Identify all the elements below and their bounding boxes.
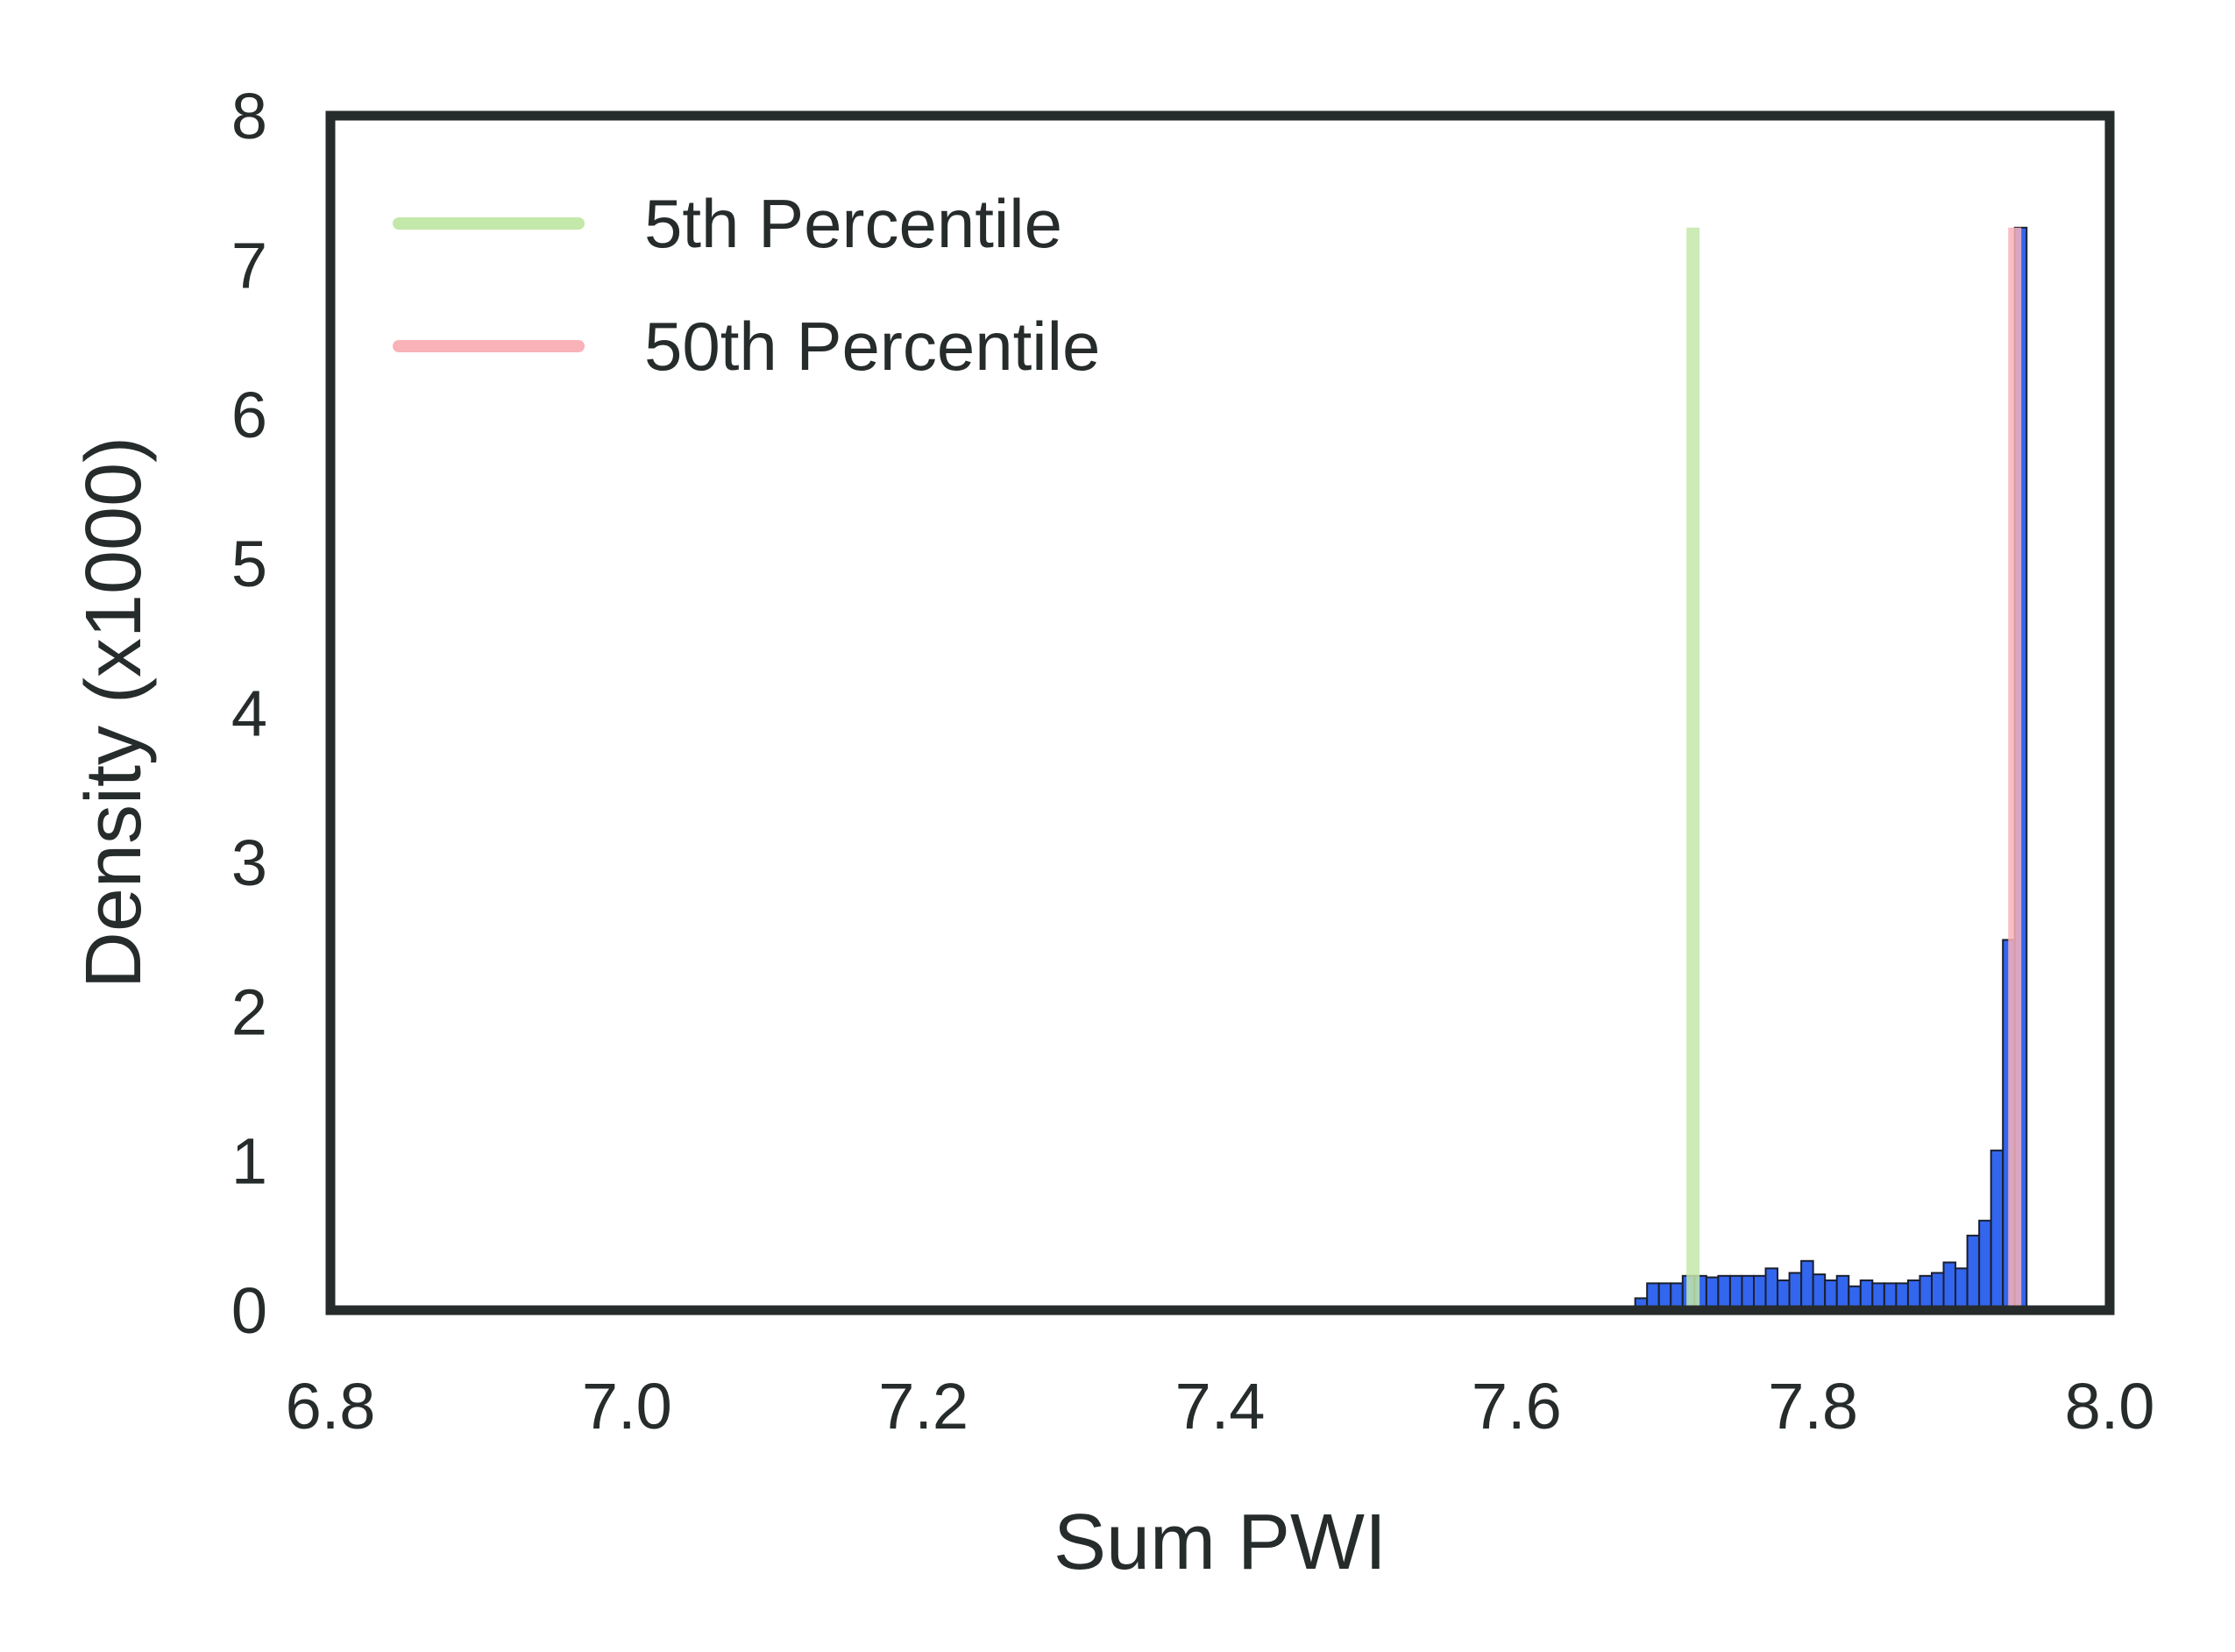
histogram-bar-17: [1835, 1274, 1850, 1311]
x-tick-label-0: 6.8: [286, 1370, 376, 1443]
legend: 5th Percentile 50th Percentile: [393, 185, 1100, 385]
y-tick-label-6: 6: [231, 379, 267, 451]
y-tick-label-4: 4: [231, 677, 267, 750]
x-tick-label-4: 7.6: [1472, 1370, 1562, 1443]
y-axis-title: Density (x1000): [70, 436, 158, 989]
y-tick-label-8: 8: [231, 80, 267, 152]
histogram-bar-10: [1753, 1274, 1767, 1311]
histogram-bar-15: [1812, 1273, 1827, 1311]
percentile-lines: [1686, 227, 2022, 1310]
x-tick-label-1: 7.0: [582, 1370, 672, 1443]
histogram-bar-7: [1717, 1274, 1731, 1311]
histogram-bar-6: [1705, 1276, 1720, 1311]
histogram-bar-8: [1728, 1274, 1743, 1311]
histogram-bar-27: [1955, 1267, 1969, 1312]
histogram-bar-11: [1764, 1267, 1779, 1312]
x-tick-label-6: 8.0: [2065, 1370, 2155, 1443]
x-axis-title: Sum PWI: [1054, 1499, 1387, 1586]
y-tick-label-5: 5: [231, 528, 267, 600]
y-axis-ticks: 0 1 2 3 4 5 6 7 8: [231, 80, 267, 1347]
histogram-bar-14: [1800, 1259, 1814, 1311]
x-axis-ticks: 6.8 7.0 7.2 7.4 7.6 7.8 8.0: [286, 1370, 2155, 1443]
x-tick-label-3: 7.4: [1175, 1370, 1266, 1443]
histogram-bar-28: [1966, 1234, 1981, 1311]
histogram-bar-30: [1990, 1149, 2004, 1311]
y-tick-label-2: 2: [231, 975, 267, 1048]
histogram-bar-26: [1942, 1261, 1957, 1311]
histogram-bar-13: [1788, 1272, 1803, 1311]
histogram-bar-9: [1741, 1274, 1756, 1311]
histogram-bar-29: [1978, 1219, 1992, 1312]
y-tick-label-0: 0: [231, 1274, 267, 1347]
legend-label-0: 5th Percentile: [644, 185, 1062, 262]
legend-label-1: 50th Percentile: [644, 308, 1100, 385]
histogram-bar-24: [1919, 1274, 1933, 1311]
histogram-bar-25: [1931, 1272, 1945, 1311]
x-tick-label-5: 7.8: [1768, 1370, 1858, 1443]
y-tick-label-7: 7: [231, 229, 267, 301]
y-tick-label-1: 1: [231, 1125, 267, 1198]
x-tick-label-2: 7.2: [878, 1370, 968, 1443]
y-tick-label-3: 3: [231, 826, 267, 899]
plot-frame: [325, 110, 2115, 1315]
